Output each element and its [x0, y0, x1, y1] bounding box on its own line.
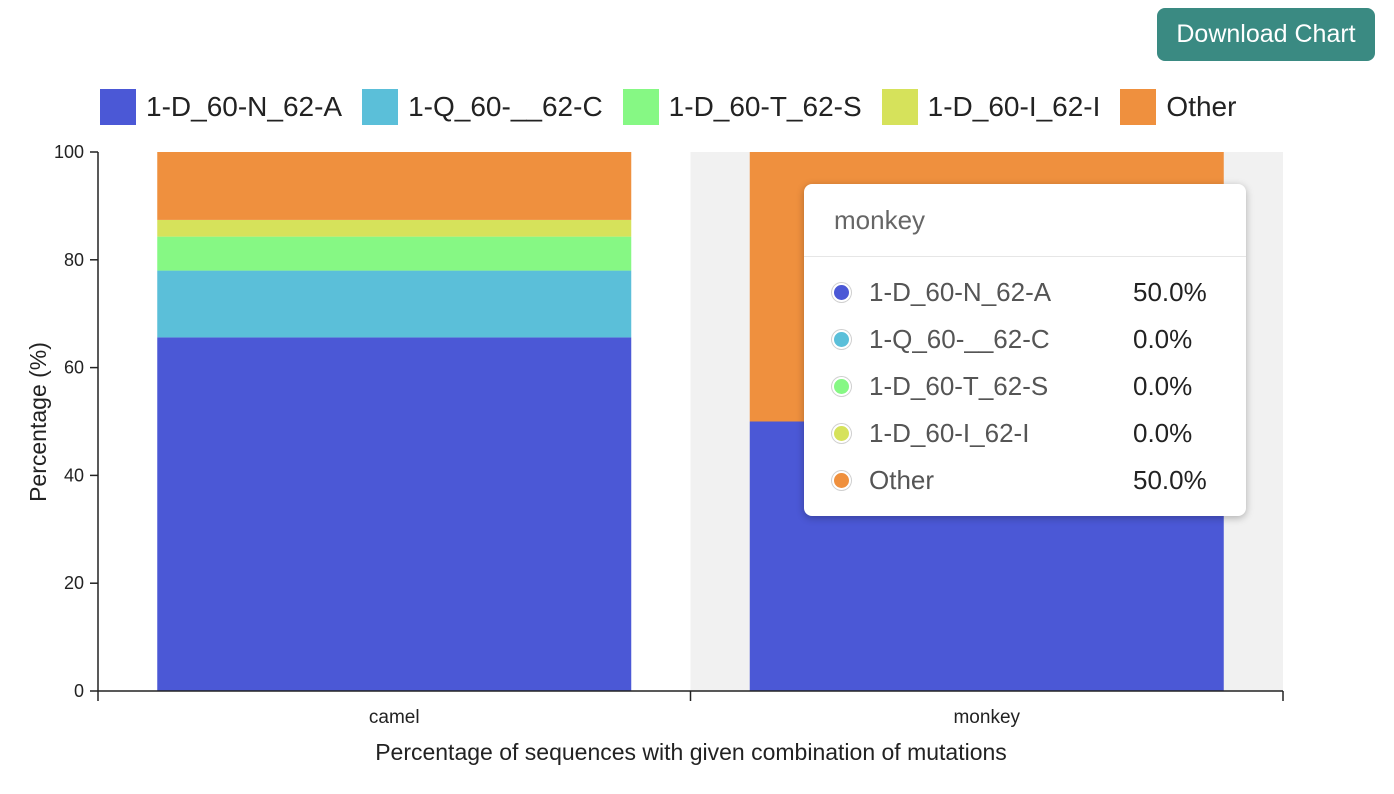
x-tick-label: monkey — [953, 707, 1020, 728]
bar-segment-camel[interactable] — [157, 219, 632, 237]
legend-swatch — [1120, 89, 1157, 125]
tooltip-title: monkey — [804, 184, 1246, 257]
legend-swatch — [100, 89, 136, 125]
tooltip-dot — [834, 285, 849, 300]
tooltip-row: 1-D_60-T_62-S 0.0% — [804, 363, 1246, 410]
y-tick-label: 20 — [64, 573, 84, 593]
y-tick-label: 60 — [64, 358, 84, 378]
legend-item-1-q-60-62-c[interactable]: 1-Q_60-__62-C — [362, 89, 603, 125]
legend-item-1-d-60-i-62-i[interactable]: 1-D_60-I_62-I — [881, 89, 1101, 125]
legend-item-other[interactable]: Other — [1120, 89, 1236, 125]
y-tick-label: 80 — [64, 250, 84, 270]
tooltip-series-name: 1-D_60-N_62-A — [869, 277, 1052, 307]
hover-tooltip: monkey 1-D_60-N_62-A 50.0% 1-Q_60-__62-C… — [804, 184, 1246, 516]
tooltip-dot — [834, 426, 849, 441]
bar-segment-camel[interactable] — [157, 337, 632, 691]
legend-label: Other — [1166, 91, 1237, 122]
legend-swatch — [362, 89, 399, 125]
legend-label: 1-D_60-N_62-A — [146, 91, 343, 122]
tooltip-dot — [834, 332, 849, 347]
y-tick-label: 100 — [54, 142, 84, 162]
tooltip-series-name: Other — [869, 465, 935, 495]
tooltip-row: Other 50.0% — [804, 457, 1246, 504]
tooltip-dot — [834, 473, 849, 488]
legend-label: 1-D_60-T_62-S — [668, 91, 862, 122]
tooltip-row: 1-Q_60-__62-C 0.0% — [804, 316, 1246, 363]
tooltip-series-name: 1-D_60-T_62-S — [869, 371, 1049, 401]
tooltip-series-value: 0.0% — [1133, 418, 1193, 448]
y-tick-label: 40 — [64, 465, 84, 485]
download-chart-button[interactable]: Download Chart — [1157, 8, 1375, 61]
tooltip-series-value: 0.0% — [1133, 324, 1193, 354]
legend-label: 1-D_60-I_62-I — [927, 91, 1101, 122]
tooltip-series-value: 50.0% — [1133, 465, 1207, 495]
legend-swatch — [881, 89, 918, 125]
x-tick-label: camel — [369, 707, 420, 728]
legend-item-1-d-60-t-62-s[interactable]: 1-D_60-T_62-S — [622, 89, 862, 125]
tooltip-series-value: 50.0% — [1133, 277, 1207, 307]
y-axis-title: Percentage (%) — [25, 342, 51, 502]
tooltip-row: 1-D_60-I_62-I 0.0% — [804, 410, 1246, 457]
legend-swatch — [622, 89, 659, 125]
y-tick-label: 0 — [74, 681, 84, 701]
legend-item-1-d-60-n-62-a[interactable]: 1-D_60-N_62-A — [100, 89, 342, 125]
bar-segment-camel[interactable] — [157, 152, 632, 220]
tooltip-series-value: 0.0% — [1133, 371, 1193, 401]
tooltip-dot — [834, 379, 849, 394]
tooltip-row: 1-D_60-N_62-A 50.0% — [804, 269, 1246, 316]
tooltip-series-name: 1-D_60-I_62-I — [869, 418, 1030, 448]
legend-label: 1-Q_60-__62-C — [408, 91, 603, 122]
chart-legend: 1-D_60-N_62-A 1-Q_60-__62-C 1-D_60-T_62-… — [100, 88, 1256, 126]
bar-segment-camel[interactable] — [157, 236, 632, 271]
bar-segment-camel[interactable] — [157, 270, 632, 338]
x-axis-title: Percentage of sequences with given combi… — [375, 739, 1007, 765]
tooltip-series-name: 1-Q_60-__62-C — [869, 324, 1050, 354]
